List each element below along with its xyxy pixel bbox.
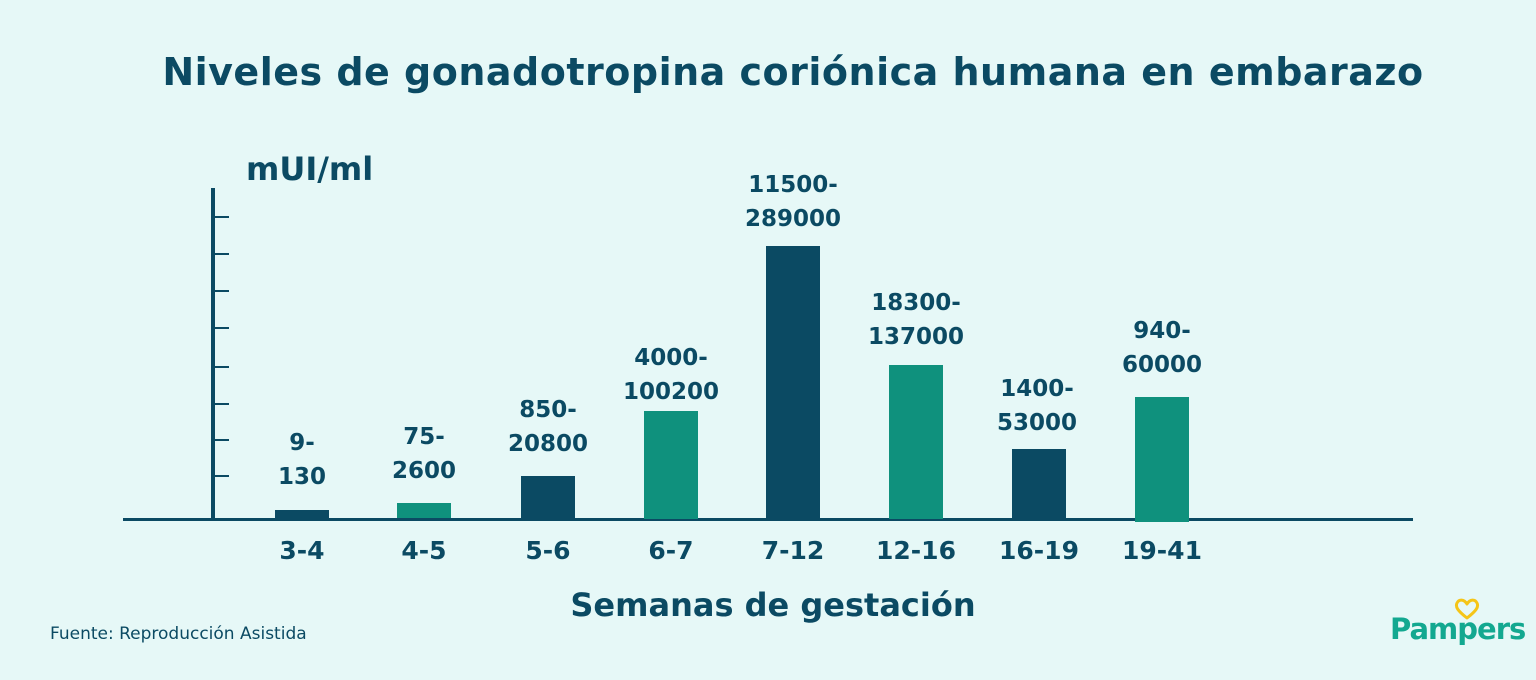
bar-12-16: [889, 365, 943, 519]
value-line: 130: [277, 464, 326, 490]
bar-16-19: [1012, 449, 1066, 519]
y-tick: [215, 253, 229, 255]
y-tick: [215, 216, 229, 218]
category-label: 16-19: [999, 536, 1079, 565]
bar-4-5: [397, 503, 451, 518]
value-line: 1400-: [1000, 376, 1074, 402]
y-axis-label: mUI/ml: [246, 150, 374, 188]
y-tick: [215, 403, 229, 405]
value-label: 4000- 100200: [601, 341, 741, 409]
chart-title: Niveles de gonadotropina coriónica human…: [162, 50, 1424, 94]
y-tick: [215, 327, 229, 329]
value-line: 100200: [622, 379, 720, 405]
value-line: 9-: [289, 430, 315, 456]
y-axis: [211, 188, 215, 521]
category-label: 6-7: [648, 536, 694, 565]
value-line: 850-: [519, 397, 577, 423]
value-line: 53000: [996, 410, 1078, 436]
value-line: 18300-: [871, 290, 961, 316]
value-line: 60000: [1121, 352, 1203, 378]
bar-7-12: [766, 246, 820, 518]
value-line: 75-: [403, 424, 445, 450]
value-label: 11500- 289000: [723, 168, 863, 236]
value-label: 9- 130: [232, 426, 372, 494]
value-label: 1400- 53000: [967, 372, 1107, 440]
value-line: 2600: [391, 458, 456, 484]
category-label: 12-16: [876, 536, 956, 565]
bar-6-7: [644, 411, 698, 519]
bar-5-6: [521, 476, 575, 518]
value-label: 75- 2600: [354, 420, 494, 488]
heart-icon: [1454, 598, 1480, 620]
y-tick: [215, 366, 229, 368]
value-label: 940- 60000: [1092, 314, 1232, 382]
category-label: 19-41: [1122, 536, 1202, 565]
bar-3-4: [275, 510, 329, 518]
value-line: 137000: [867, 324, 965, 350]
y-tick: [215, 290, 229, 292]
x-axis: [123, 518, 1413, 521]
category-label: 3-4: [279, 536, 325, 565]
value-line: 20800: [507, 431, 589, 457]
y-tick: [215, 439, 229, 441]
y-tick: [215, 475, 229, 477]
bar-19-41: [1135, 397, 1189, 522]
value-line: 289000: [744, 206, 842, 232]
source-note: Fuente: Reproducción Asistida: [50, 624, 307, 644]
brand-name: Pampers: [1390, 612, 1526, 646]
category-label: 5-6: [525, 536, 571, 565]
value-label: 850- 20800: [478, 393, 618, 461]
x-axis-label: Semanas de gestación: [570, 586, 976, 624]
value-line: 940-: [1133, 318, 1191, 344]
brand-logo: Pampers: [1388, 598, 1526, 658]
value-label: 18300- 137000: [846, 286, 986, 354]
value-line: 11500-: [748, 172, 838, 198]
category-label: 4-5: [401, 536, 447, 565]
value-line: 4000-: [634, 345, 708, 371]
category-label: 7-12: [761, 536, 825, 565]
